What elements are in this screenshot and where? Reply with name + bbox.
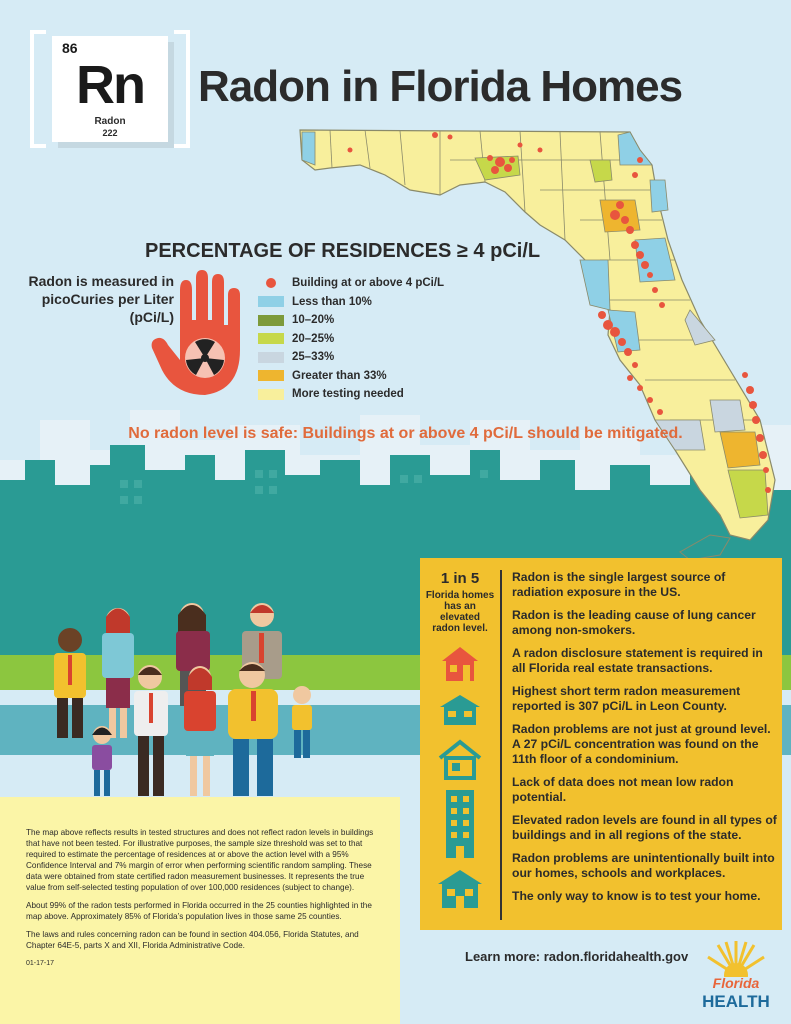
swatch-20-25	[258, 333, 284, 345]
swatch-less-10	[258, 296, 284, 308]
note-paragraph: The laws and rules concerning radon can …	[26, 930, 359, 950]
page-title: Radon in Florida Homes	[198, 62, 683, 111]
learn-more-link[interactable]: Learn more: radon.floridahealth.gov	[465, 949, 689, 964]
legend-label: Building at or above 4 pCi/L	[292, 277, 445, 290]
legend-label: 10–20%	[292, 314, 335, 327]
legend-item: More testing needed	[258, 385, 444, 404]
legend-item: Less than 10%	[258, 293, 444, 312]
red-house-icon	[442, 647, 478, 681]
legend-label: 20–25%	[292, 332, 335, 345]
publication-date: 01-17-17	[26, 960, 55, 967]
facts-panel: 1 in 5 Florida homes has an elevated rad…	[420, 558, 782, 930]
fact-item: Highest short term radon measurement rep…	[512, 684, 741, 713]
fact-item: The only way to know is to test your hom…	[512, 889, 761, 903]
element-name: Radon	[94, 116, 126, 127]
florida-health-logo: Florida HEALTH	[700, 935, 772, 1015]
atomic-mass: 222	[102, 128, 118, 138]
fact-item: Radon problems are not just at ground le…	[512, 722, 771, 766]
swatch-greater-33	[258, 370, 284, 382]
stat-line-4: radon level.	[432, 623, 488, 634]
note-paragraph: About 99% of the radon tests performed i…	[26, 901, 372, 921]
radiation-hand-icon	[151, 270, 240, 395]
teal-house-icon	[440, 695, 480, 725]
element-box: 86 Rn Radon 222	[52, 36, 168, 142]
fact-list: Radon is the single largest source of ra…	[512, 570, 777, 912]
swatch-25-33	[258, 351, 284, 363]
stat-line-1: Florida homes	[425, 590, 495, 601]
florida-map	[299, 129, 776, 561]
legend-label: 25–33%	[292, 351, 335, 364]
condo-building-icon	[446, 790, 474, 858]
facts-divider	[500, 570, 502, 920]
building-dot-icon	[266, 278, 276, 289]
stat-description: Florida homes has an elevated radon leve…	[420, 590, 500, 634]
sun-icon	[707, 941, 765, 977]
measure-note: Radon is measured in picoCuries per Lite…	[14, 272, 174, 326]
legend-item: 20–25%	[258, 330, 444, 349]
fact-item: A radon disclosure statement is required…	[512, 646, 763, 675]
atomic-number: 86	[62, 40, 78, 56]
house-outline-icon	[438, 739, 482, 780]
school-building-icon	[438, 870, 482, 908]
legend-item: Greater than 33%	[258, 367, 444, 386]
legend-label: Less than 10%	[292, 295, 372, 308]
safety-message: No radon level is safe: Buildings at or …	[128, 425, 683, 442]
family-illustration	[54, 603, 312, 796]
stat-line-3: elevated	[439, 612, 481, 623]
measure-line-1: Radon is measured in	[28, 273, 174, 289]
radon-element-tile: 86 Rn Radon 222	[30, 30, 190, 148]
measure-line-2: picoCuries per Liter	[41, 291, 174, 307]
swatch-10-20	[258, 314, 284, 326]
legend-item: 10–20%	[258, 311, 444, 330]
fact-item: Elevated radon levels are found in all t…	[512, 813, 777, 842]
legend-item: Building at or above 4 pCi/L	[258, 274, 444, 293]
measure-line-3: (pCi/L)	[129, 309, 174, 325]
fact-item: Lack of data does not mean low radon pot…	[512, 775, 734, 804]
legend-label: More testing needed	[292, 388, 404, 401]
fact-item: Radon is the single largest source of ra…	[512, 570, 726, 599]
legend-item: 25–33%	[258, 348, 444, 367]
fact-item: Radon is the leading cause of lung cance…	[512, 608, 756, 637]
legend-title: PERCENTAGE OF RESIDENCES ≥ 4 pCi/L	[145, 240, 541, 262]
stat-number: 1 in 5	[440, 570, 480, 587]
swatch-more-testing	[258, 388, 284, 400]
legend-list: Building at or above 4 pCi/L Less than 1…	[258, 274, 444, 404]
logo-text-health: HEALTH	[702, 992, 770, 1011]
methodology-notes: The map above reflects results in tested…	[0, 797, 400, 1024]
bracket-left	[30, 30, 46, 148]
bracket-right	[174, 30, 190, 148]
note-paragraph: The map above reflects results in tested…	[26, 828, 374, 892]
stat-line-2: has an	[444, 601, 476, 612]
element-symbol: Rn	[76, 55, 146, 115]
legend-label: Greater than 33%	[292, 369, 387, 382]
logo-text-florida: Florida	[712, 975, 760, 991]
fact-item: Radon problems are unintentionally built…	[512, 851, 775, 880]
